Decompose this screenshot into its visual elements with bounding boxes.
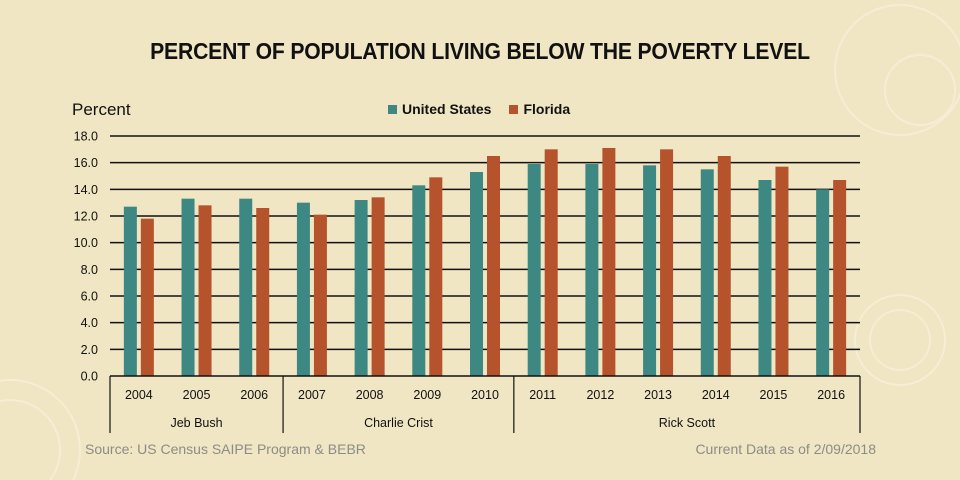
group-label: Rick Scott <box>659 416 716 430</box>
bar-united-states-2006 <box>239 198 253 376</box>
bar-united-states-2011 <box>527 164 541 376</box>
bar-united-states-2012 <box>585 164 599 376</box>
legend-item-united-states: United States <box>388 101 491 117</box>
bar-florida-2005 <box>198 205 212 376</box>
x-tick-label: 2006 <box>240 388 268 402</box>
gridlines <box>110 135 860 351</box>
bar-united-states-2016 <box>816 189 830 376</box>
bar-florida-2012 <box>602 148 616 376</box>
x-tick-label: 2016 <box>817 388 845 402</box>
x-tick-label: 2010 <box>471 388 499 402</box>
y-tick-label: 8.0 <box>81 263 98 277</box>
bar-florida-2008 <box>371 197 385 376</box>
data-date-note: Current Data as of 2/09/2018 <box>695 441 876 457</box>
y-tick-label: 18.0 <box>74 130 98 144</box>
y-axis-title: Percent <box>72 100 131 119</box>
bar-florida-2004 <box>140 218 154 376</box>
y-tick-label: 2.0 <box>81 343 98 357</box>
bar-florida-2007 <box>313 214 327 376</box>
y-tick-label: 6.0 <box>81 290 98 304</box>
bar-united-states-2007 <box>296 202 310 376</box>
y-tick-label: 10.0 <box>74 236 98 250</box>
y-axis-ticks: 0.0 2.0 4.0 6.0 8.0 10.0 12.0 14.0 16.0 18.0 <box>74 130 98 384</box>
x-tick-label: 2011 <box>529 388 556 402</box>
y-tick-label: 4.0 <box>81 316 98 330</box>
x-tick-label: 2008 <box>356 388 384 402</box>
bar-florida-2014 <box>717 156 731 376</box>
y-tick-label: 16.0 <box>74 156 98 170</box>
legend: United States Florida <box>388 101 570 117</box>
bars <box>123 148 847 376</box>
y-tick-label: 12.0 <box>74 210 98 224</box>
x-tick-label: 2007 <box>298 388 326 402</box>
legend-item-florida: Florida <box>509 101 570 117</box>
bar-florida-2013 <box>660 149 674 376</box>
bar-florida-2010 <box>487 156 500 376</box>
chart-title: PERCENT OF POPULATION LIVING BELOW THE P… <box>150 38 810 64</box>
bar-united-states-2005 <box>181 198 195 376</box>
bar-florida-2016 <box>833 180 847 376</box>
y-tick-label: 0.0 <box>81 370 98 384</box>
x-tick-label: 2004 <box>125 388 153 402</box>
x-tick-label: 2005 <box>183 388 211 402</box>
bar-united-states-2013 <box>643 165 657 376</box>
group-label: Jeb Bush <box>170 416 222 430</box>
bar-united-states-2009 <box>412 185 426 376</box>
bar-florida-2011 <box>544 149 558 376</box>
bar-united-states-2014 <box>700 169 714 376</box>
bar-united-states-2010 <box>470 172 483 376</box>
x-tick-label: 2015 <box>760 388 788 402</box>
x-tick-label: 2014 <box>702 388 730 402</box>
legend-swatch-florida <box>509 104 519 114</box>
bar-united-states-2004 <box>123 206 137 376</box>
x-tick-label: 2013 <box>644 388 672 402</box>
bar-florida-2009 <box>429 177 443 376</box>
x-tick-label: 2012 <box>586 388 614 402</box>
bar-united-states-2015 <box>758 180 772 376</box>
bar-united-states-2008 <box>354 200 368 376</box>
y-tick-label: 14.0 <box>74 183 98 197</box>
bar-florida-2015 <box>775 166 789 376</box>
legend-swatch-united-states <box>388 104 397 114</box>
group-label: Charlie Crist <box>364 416 433 430</box>
bar-florida-2006 <box>256 208 270 376</box>
x-tick-label: 2009 <box>413 388 441 402</box>
x-axis: 2004 2005 2006 2007 2008 2009 2010 2011 2012 2013… <box>109 375 861 433</box>
legend-label-florida: Florida <box>523 101 571 117</box>
source-note: Source: US Census SAIPE Program & BEBR <box>85 441 366 457</box>
legend-label-united-states: United States <box>402 101 492 117</box>
